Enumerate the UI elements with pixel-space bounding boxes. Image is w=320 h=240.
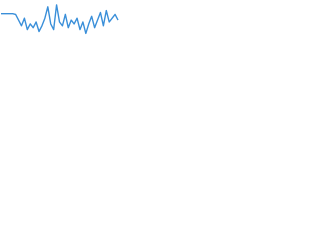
page: {"chart_data": {"type": "line", "x": [0,… bbox=[0, 0, 120, 45]
data-line bbox=[1, 4, 119, 35]
chart bbox=[1, 4, 119, 35]
